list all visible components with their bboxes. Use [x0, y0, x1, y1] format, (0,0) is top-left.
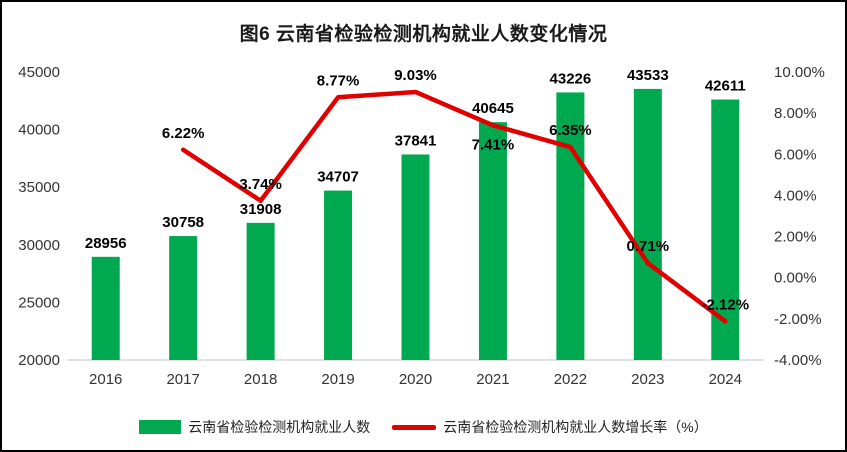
- x-axis-label: 2018: [244, 371, 277, 388]
- line-series-swatch-icon: [392, 424, 437, 430]
- line-value-label: 3.74%: [239, 176, 282, 193]
- x-axis-label: 2019: [321, 371, 354, 388]
- employment-bar: [169, 236, 198, 360]
- x-axis-label: 2016: [89, 371, 122, 388]
- employment-bar: [91, 256, 120, 360]
- line-value-label: 7.41%: [472, 136, 515, 153]
- line-value-label: 9.03%: [394, 67, 437, 84]
- right-axis-tick-label: 10.00%: [774, 64, 825, 81]
- right-axis-tick-label: -4.00%: [774, 352, 822, 369]
- left-axis-tick-label: 25000: [18, 294, 60, 311]
- x-axis-label: 2020: [399, 371, 432, 388]
- legend-item-employment: 云南省检验检测机构就业人数: [139, 417, 370, 437]
- bar-series-swatch-icon: [139, 420, 182, 434]
- employment-bar: [633, 88, 662, 360]
- bar-value-label: 30758: [162, 214, 204, 231]
- right-axis-tick-label: 6.00%: [774, 146, 817, 163]
- employment-bar: [246, 222, 275, 360]
- right-axis-tick-label: -2.00%: [774, 311, 822, 328]
- bar-series-label: 云南省检验检测机构就业人数: [188, 419, 371, 435]
- x-axis-label: 2023: [631, 371, 664, 388]
- right-axis-tick-label: 4.00%: [774, 187, 817, 204]
- employment-bar: [556, 92, 585, 361]
- bar-value-label: 34707: [317, 169, 359, 186]
- bar-value-label: 37841: [395, 132, 437, 149]
- employment-bar: [478, 122, 507, 360]
- left-axis-tick-label: 20000: [18, 352, 60, 369]
- left-axis-tick-label: 40000: [18, 122, 60, 139]
- line-series-label: 云南省检验检测机构就业人数增长率（%）: [443, 419, 708, 435]
- line-value-label: 8.77%: [317, 72, 360, 89]
- bar-value-label: 28956: [85, 235, 127, 252]
- line-value-label: -2.12%: [702, 296, 750, 313]
- bar-value-label: 31908: [240, 201, 282, 218]
- employment-bar: [324, 190, 353, 360]
- x-axis-label: 2022: [554, 371, 587, 388]
- legend-item-growth-rate: 云南省检验检测机构就业人数增长率（%）: [392, 417, 708, 437]
- x-axis-label: 2021: [476, 371, 509, 388]
- right-axis-tick-label: 2.00%: [774, 229, 817, 246]
- line-value-label: 0.71%: [627, 238, 670, 255]
- x-axis-label: 2024: [709, 371, 742, 388]
- left-axis-tick-label: 35000: [18, 179, 60, 196]
- employment-bar: [401, 154, 430, 360]
- bar-value-label: 43226: [550, 70, 592, 87]
- line-value-label: 6.35%: [549, 122, 592, 139]
- right-axis-tick-label: 0.00%: [774, 270, 817, 287]
- right-axis-tick-label: 8.00%: [774, 105, 817, 122]
- chart-legend: 云南省检验检测机构就业人数 云南省检验检测机构就业人数增长率（%）: [2, 417, 845, 437]
- bar-value-label: 42611: [705, 78, 746, 95]
- x-axis-label: 2017: [166, 371, 199, 388]
- bar-value-label: 43533: [627, 67, 669, 84]
- chart-title: 图6 云南省检验检测机构就业人数变化情况: [239, 24, 608, 45]
- line-value-label: 6.22%: [162, 125, 205, 142]
- left-axis-tick-label: 30000: [18, 237, 60, 254]
- left-axis-tick-label: 45000: [18, 64, 60, 81]
- bar-value-label: 40645: [472, 100, 514, 117]
- growth-rate-line: [180, 89, 728, 324]
